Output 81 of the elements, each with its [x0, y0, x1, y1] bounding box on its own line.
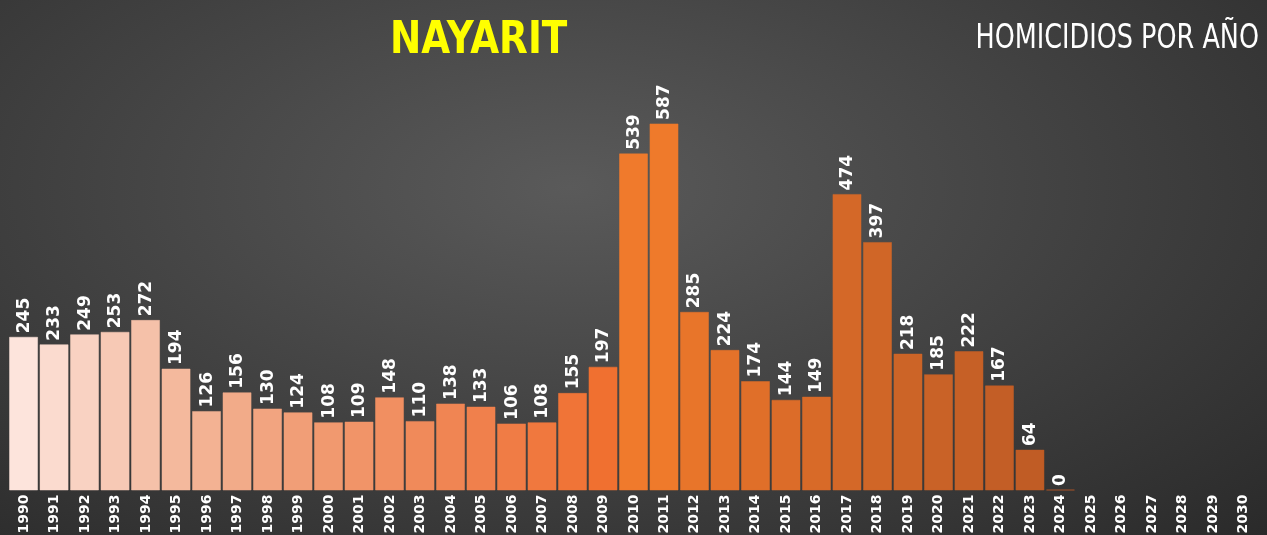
x-tick-label: 2002 — [380, 494, 397, 534]
x-tick-label: 1991 — [45, 494, 62, 534]
x-tick-label: 2021 — [959, 494, 976, 534]
x-tick-label: 1997 — [228, 494, 245, 534]
data-label: 397 — [866, 202, 887, 239]
data-label: 133 — [470, 367, 491, 404]
data-label: 110 — [409, 381, 430, 418]
data-label: 233 — [43, 305, 64, 341]
x-tick-label: 2011 — [655, 494, 671, 534]
x-tick-label: 2005 — [472, 494, 489, 534]
x-tick-label: 2024 — [1051, 494, 1068, 534]
x-tick-label: 1992 — [75, 494, 92, 534]
x-tick-label: 1999 — [289, 494, 306, 534]
x-tick-label: 1993 — [106, 494, 123, 534]
data-label: 130 — [256, 369, 277, 405]
data-label: 108 — [531, 383, 552, 419]
x-tick-label: 2000 — [319, 494, 336, 534]
x-tick-label: 2018 — [868, 494, 885, 534]
x-tick-label: 2025 — [1081, 494, 1098, 534]
data-label: 587 — [653, 84, 673, 120]
data-label: 167 — [988, 346, 1009, 382]
x-tick-label: 1990 — [14, 494, 31, 534]
x-tick-label: 2027 — [1142, 494, 1159, 534]
x-tick-label: 2028 — [1173, 494, 1190, 534]
data-label: 64 — [1018, 422, 1039, 447]
data-label: 185 — [927, 335, 948, 371]
x-tick-label: 2017 — [837, 494, 854, 534]
data-label: 272 — [134, 280, 155, 317]
bar — [9, 336, 38, 491]
x-tick-label: 2004 — [441, 494, 458, 534]
x-tick-label: 2030 — [1234, 494, 1251, 534]
data-label: 539 — [622, 114, 643, 150]
data-label: 0 — [1049, 474, 1070, 486]
data-label: 222 — [957, 312, 978, 348]
x-tick-label: 2014 — [746, 494, 763, 534]
x-tick-label: 2008 — [563, 494, 580, 534]
data-label: 194 — [165, 329, 186, 366]
x-tick-label: 2003 — [411, 494, 428, 534]
x-tick-label: 1996 — [197, 494, 214, 534]
data-label: 249 — [73, 295, 94, 331]
x-tick-label: 2006 — [502, 494, 519, 534]
data-label: 106 — [500, 384, 521, 420]
chart-title: NAYARIT — [390, 12, 568, 63]
x-tick-label: 2020 — [929, 494, 946, 534]
x-tick-label: 2012 — [685, 494, 702, 534]
x-tick-label: 2023 — [1020, 494, 1037, 534]
data-label: 109 — [348, 382, 369, 419]
data-label: 156 — [226, 353, 247, 389]
data-label: 149 — [805, 357, 826, 394]
x-tick-label: 2013 — [715, 494, 732, 534]
x-tick-label: 2016 — [807, 494, 824, 534]
data-label: 126 — [195, 371, 216, 408]
data-label: 474 — [835, 154, 856, 191]
data-label: 253 — [104, 292, 125, 329]
x-tick-label: 2015 — [776, 494, 793, 534]
x-tick-label: 2019 — [898, 494, 915, 534]
data-label: 285 — [683, 272, 704, 309]
x-tick-label: 2007 — [533, 494, 550, 534]
data-label: 245 — [12, 297, 33, 334]
data-label: 124 — [287, 373, 308, 409]
bar — [70, 334, 99, 491]
x-tick-label: 1995 — [167, 494, 184, 534]
x-tick-label: 1998 — [258, 494, 275, 534]
bar — [39, 344, 69, 491]
x-tick-label: 2009 — [594, 494, 610, 534]
data-label: 174 — [744, 341, 765, 378]
chart-subtitle: HOMICIDIOS POR AÑO — [975, 16, 1259, 56]
x-tick-label: 2022 — [990, 494, 1007, 534]
data-label: 155 — [561, 353, 582, 390]
data-label: 148 — [378, 358, 399, 394]
data-label: 144 — [774, 360, 795, 397]
data-label: 218 — [896, 314, 917, 351]
data-label: 224 — [713, 310, 734, 347]
x-tick-label: 1994 — [136, 494, 153, 534]
data-label: 197 — [592, 327, 612, 364]
x-tick-label: 2029 — [1203, 494, 1220, 534]
x-tick-label: 2026 — [1112, 494, 1129, 534]
x-tick-label: 2010 — [624, 494, 641, 534]
data-label: 108 — [317, 383, 338, 419]
x-tick-label: 2001 — [350, 494, 367, 534]
data-label: 138 — [439, 364, 460, 400]
